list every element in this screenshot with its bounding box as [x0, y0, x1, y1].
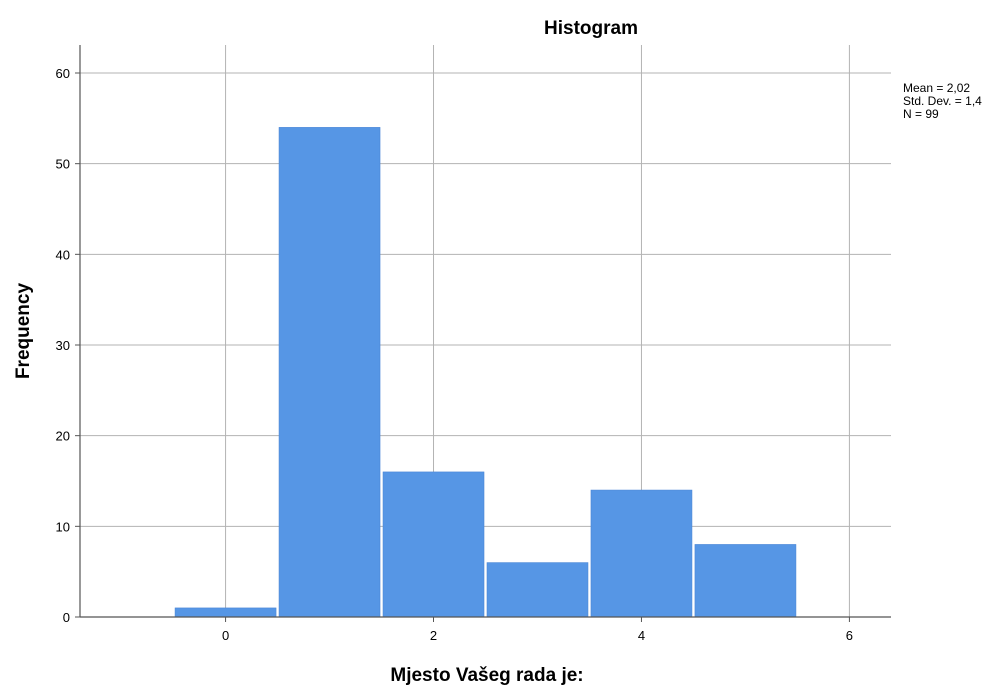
y-tick-label: 40 [56, 247, 70, 262]
stats-box: Mean = 2,02 Std. Dev. = 1,4 N = 99 [903, 81, 982, 121]
stat-std-dev: Std. Dev. = 1,4 [903, 94, 982, 108]
histogram-bar-1 [278, 127, 381, 618]
y-tick-label: 50 [56, 157, 70, 172]
stat-n: N = 99 [903, 107, 939, 121]
x-tick-label: 4 [638, 628, 645, 643]
axes [75, 45, 891, 622]
x-tick-label: 0 [222, 628, 229, 643]
histogram-bar-0 [174, 607, 277, 618]
tick-labels: 0 10 20 30 40 50 60 0 2 4 6 [56, 66, 853, 643]
y-tick-label: 60 [56, 66, 70, 81]
chart-title: Histogram [544, 18, 638, 39]
y-tick-label: 30 [56, 338, 70, 353]
histogram-bar-5 [694, 544, 797, 618]
x-tick-label: 6 [846, 628, 853, 643]
x-tick-label: 2 [430, 628, 437, 643]
grid-lines [80, 45, 891, 617]
stat-mean: Mean = 2,02 [903, 81, 970, 95]
histogram-bar-3 [486, 562, 589, 618]
y-axis-label: Frequency [13, 283, 34, 380]
x-axis-label: Mjesto Vašeg rada je: [390, 665, 583, 686]
bars [174, 127, 797, 618]
y-tick-label: 10 [56, 519, 70, 534]
y-tick-label: 0 [63, 610, 70, 625]
histogram-bar-2 [382, 471, 485, 618]
y-tick-label: 20 [56, 429, 70, 444]
histogram-bar-4 [590, 489, 693, 618]
